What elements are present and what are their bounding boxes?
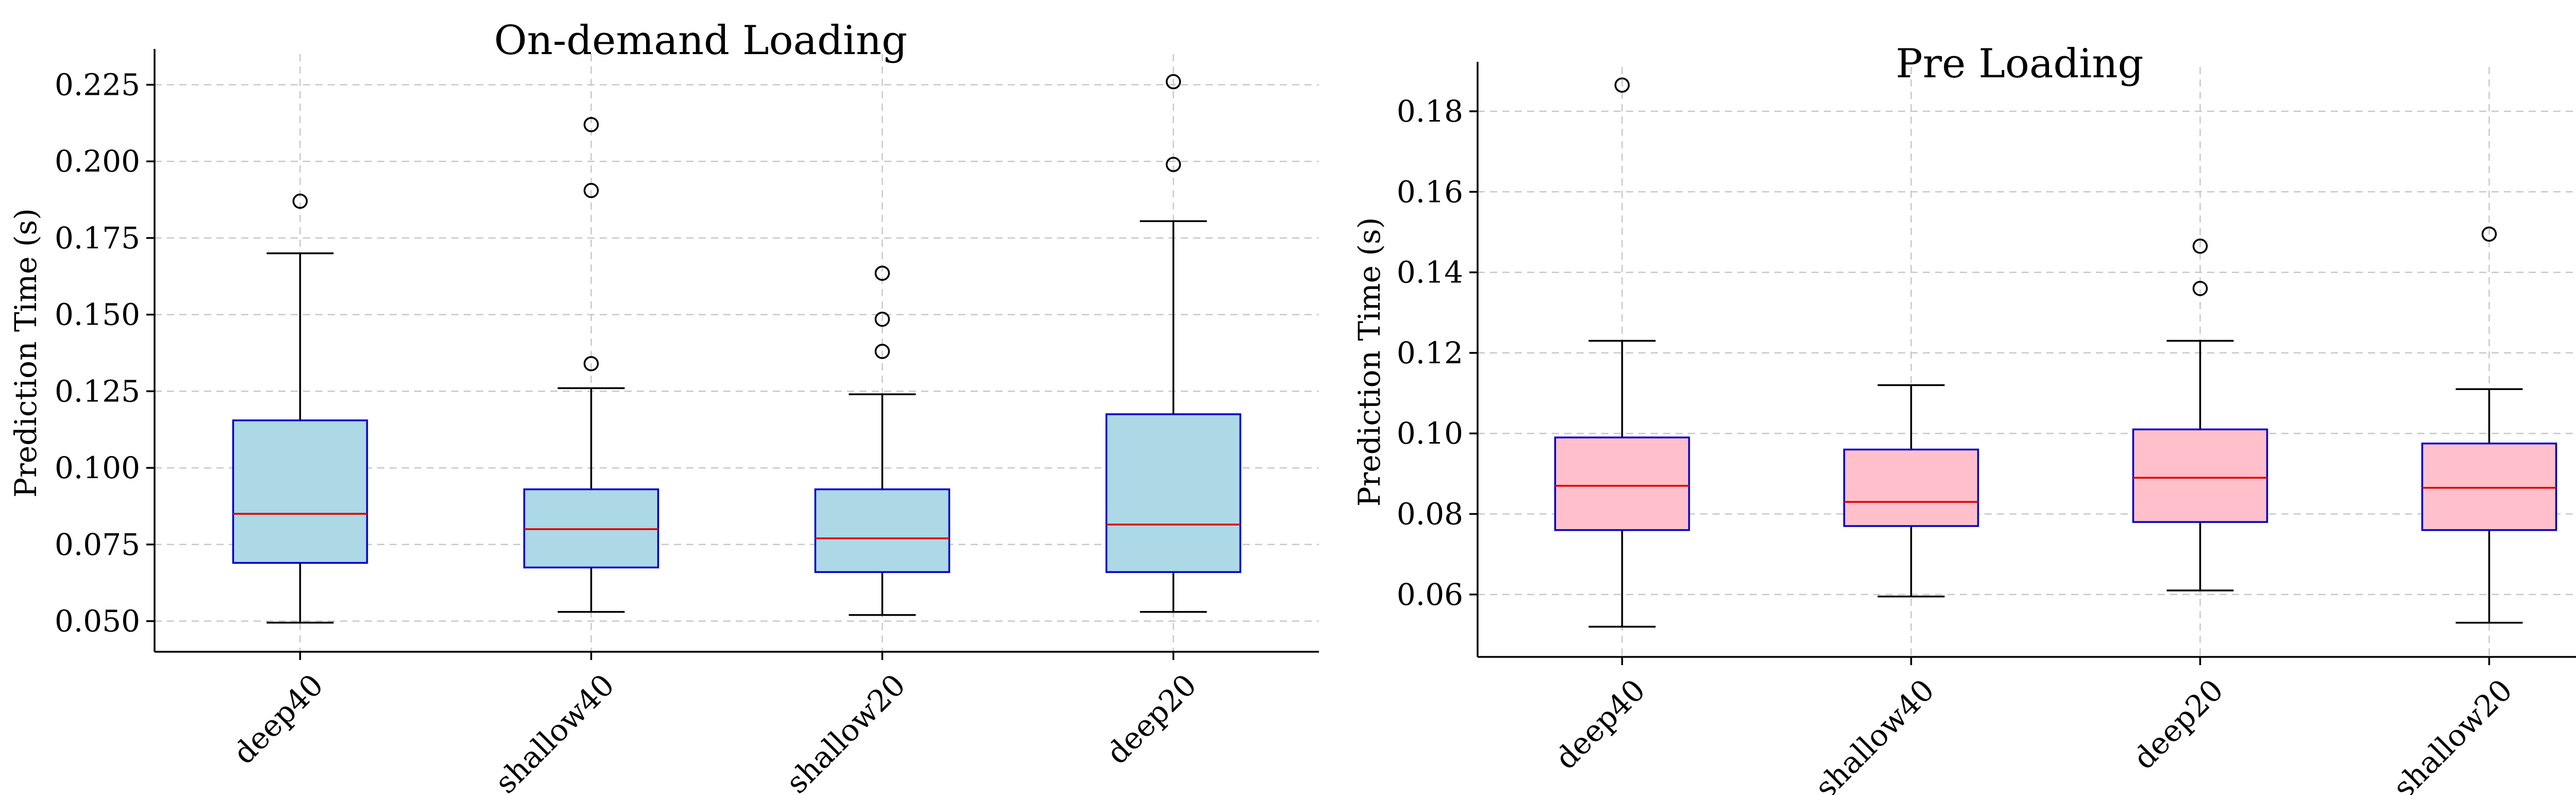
box-2 bbox=[814, 265, 951, 616]
y-tick-label: 0.200 bbox=[55, 144, 140, 179]
x-tick-label: deep20 bbox=[1099, 667, 1203, 771]
y-tick-label: 0.125 bbox=[55, 374, 140, 409]
box-0 bbox=[1554, 77, 1690, 628]
outlier-point bbox=[583, 182, 599, 198]
chart-title: On-demand Loading bbox=[494, 18, 907, 64]
outlier-point bbox=[292, 193, 308, 209]
box-3 bbox=[2421, 226, 2557, 624]
outlier-point bbox=[2192, 239, 2208, 254]
box-body bbox=[232, 419, 368, 564]
box-2 bbox=[2132, 239, 2268, 591]
box-body bbox=[1554, 436, 1690, 531]
chart-title: Pre Loading bbox=[1895, 41, 2143, 87]
box-0 bbox=[232, 193, 368, 624]
y-tick-label: 0.06 bbox=[1397, 577, 1463, 612]
y-tick-label: 0.08 bbox=[1397, 497, 1463, 532]
y-tick-label: 0.075 bbox=[55, 527, 140, 562]
box-body bbox=[1105, 413, 1242, 573]
y-axis-label: Prediction Time (s) bbox=[8, 208, 43, 498]
outlier-point bbox=[874, 311, 890, 327]
outlier-point bbox=[583, 356, 599, 371]
outlier-point bbox=[1614, 77, 1630, 93]
y-tick-label: 0.150 bbox=[55, 297, 140, 332]
box-body bbox=[2132, 428, 2268, 523]
x-tick-label: deep20 bbox=[2126, 672, 2230, 776]
x-tick-label: shallow20 bbox=[2386, 672, 2519, 795]
outlier-point bbox=[2192, 281, 2208, 296]
outlier-point bbox=[874, 265, 890, 281]
y-axis-label: Prediction Time (s) bbox=[1352, 217, 1387, 507]
x-tick-label: shallow20 bbox=[779, 667, 912, 795]
x-tick-label: shallow40 bbox=[488, 667, 621, 795]
box-1 bbox=[1843, 384, 1979, 598]
x-tick-label: deep40 bbox=[226, 667, 330, 771]
box-1 bbox=[523, 117, 659, 613]
outlier-point bbox=[1165, 74, 1181, 90]
chart-panel-1: 0.06 0.08 0.10 0.12 0.14 0.16 0.18 deep40 shallo… bbox=[1352, 41, 2576, 795]
outlier-point bbox=[2481, 226, 2497, 242]
y-tick-label: 0.100 bbox=[55, 450, 140, 485]
y-tick-label: 0.14 bbox=[1397, 255, 1463, 290]
chart-panel-0: 0.050 0.075 0.100 0.125 0.150 0.175 0.200 0.225… bbox=[8, 18, 1319, 795]
outlier-point bbox=[583, 117, 599, 132]
y-tick-label: 0.225 bbox=[55, 67, 140, 102]
x-tick-label: shallow40 bbox=[1808, 672, 1941, 795]
y-tick-label: 0.10 bbox=[1397, 416, 1463, 451]
outlier-point bbox=[1165, 157, 1181, 172]
box-body bbox=[2421, 443, 2557, 531]
y-tick-label: 0.12 bbox=[1397, 335, 1463, 370]
box-3 bbox=[1105, 74, 1242, 613]
y-tick-label: 0.175 bbox=[55, 221, 140, 256]
y-tick-label: 0.18 bbox=[1397, 94, 1463, 129]
y-tick-label: 0.16 bbox=[1397, 174, 1463, 209]
outlier-point bbox=[874, 344, 890, 359]
y-tick-label: 0.050 bbox=[55, 604, 140, 639]
box-body bbox=[814, 488, 951, 573]
box-body bbox=[1843, 448, 1979, 527]
x-tick-label: deep40 bbox=[1548, 672, 1652, 776]
